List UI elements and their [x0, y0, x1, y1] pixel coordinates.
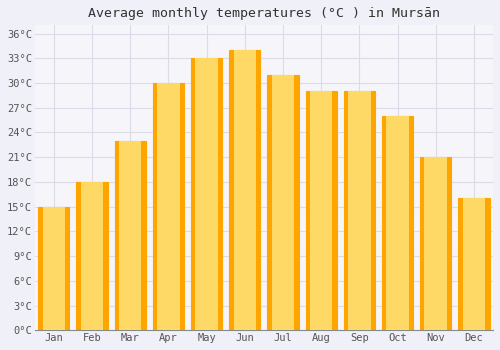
Bar — [76, 182, 108, 330]
Bar — [458, 198, 490, 330]
Bar — [38, 206, 70, 330]
Title: Average monthly temperatures (°C ) in Mursān: Average monthly temperatures (°C ) in Mu… — [88, 7, 440, 20]
Bar — [119, 141, 142, 330]
Bar — [191, 58, 222, 330]
Bar — [382, 116, 413, 330]
Bar — [462, 198, 485, 330]
Bar — [196, 58, 218, 330]
Bar — [344, 91, 375, 330]
Bar — [272, 75, 294, 330]
Bar — [424, 157, 447, 330]
Bar — [80, 182, 104, 330]
Bar — [234, 50, 256, 330]
Bar — [229, 50, 260, 330]
Bar — [306, 91, 337, 330]
Bar — [420, 157, 452, 330]
Bar — [348, 91, 370, 330]
Bar — [386, 116, 409, 330]
Bar — [268, 75, 298, 330]
Bar — [114, 141, 146, 330]
Bar — [42, 206, 65, 330]
Bar — [152, 83, 184, 330]
Bar — [310, 91, 332, 330]
Bar — [157, 83, 180, 330]
